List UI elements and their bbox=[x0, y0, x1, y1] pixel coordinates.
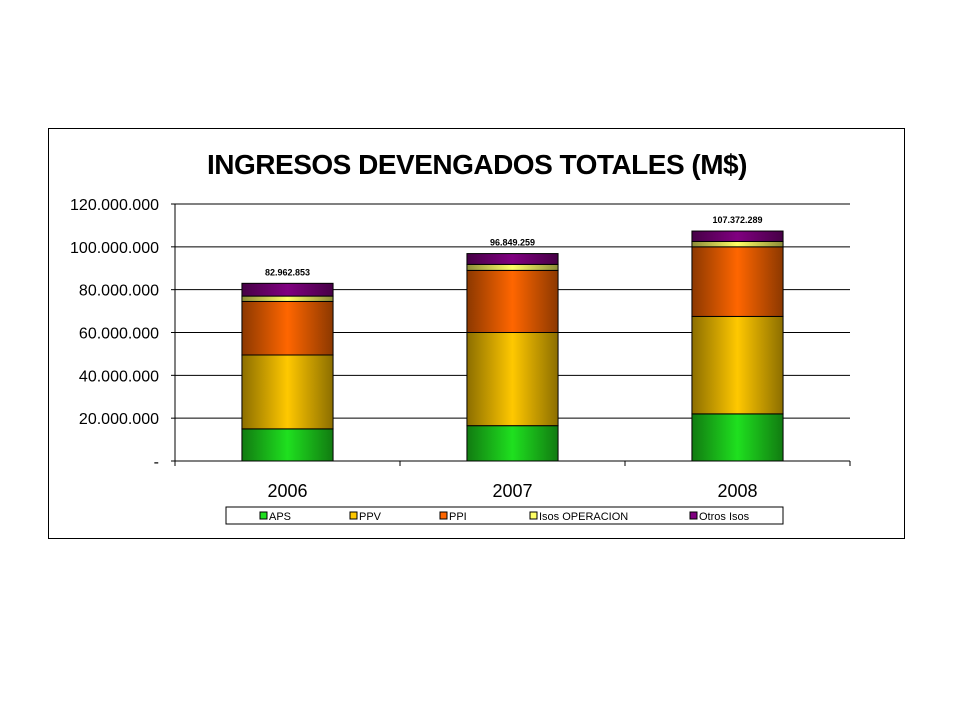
bar-segment-ppv bbox=[241, 354, 334, 430]
total-data-label: 82.962.853 bbox=[265, 267, 310, 277]
legend-label: PPI bbox=[449, 511, 467, 523]
chart-title: INGRESOS DEVENGADOS TOTALES (M$) bbox=[207, 149, 747, 180]
x-tick-label: 2008 bbox=[717, 481, 757, 501]
legend-swatch bbox=[349, 511, 358, 520]
total-data-label: 96.849.259 bbox=[490, 238, 535, 248]
bar-segment-otros-isos bbox=[466, 253, 559, 265]
bar-segment-ppv bbox=[691, 315, 784, 415]
y-tick-label: 60.000.000 bbox=[79, 326, 159, 343]
y-tick-label: 100.000.000 bbox=[70, 240, 159, 257]
legend-label: Otros Isos bbox=[699, 511, 750, 523]
legend-swatch bbox=[439, 511, 448, 520]
bars bbox=[241, 230, 784, 462]
bar-segment-aps bbox=[241, 428, 334, 462]
y-tick-label: 40.000.000 bbox=[79, 368, 159, 385]
bar-segment-ppv bbox=[466, 332, 559, 427]
total-data-label: 107.372.289 bbox=[712, 215, 762, 225]
total-labels: 82.962.853 96.849.259 107.372.289 bbox=[265, 215, 763, 277]
legend-label: PPV bbox=[359, 511, 382, 523]
axes bbox=[174, 204, 851, 466]
chart-frame: INGRESOS DEVENGADOS TOTALES (M$) - 20.000… bbox=[48, 128, 905, 539]
chart-canvas: INGRESOS DEVENGADOS TOTALES (M$) - 20.000… bbox=[70, 149, 851, 525]
bar-segment-ppi bbox=[691, 246, 784, 317]
bar-segment-ppi bbox=[241, 300, 334, 356]
legend-label: APS bbox=[269, 511, 291, 523]
x-tick-label: 2006 bbox=[267, 481, 307, 501]
y-tick-label: - bbox=[154, 454, 159, 471]
y-tick-label: 120.000.000 bbox=[70, 197, 159, 214]
bar-segment-otros-isos bbox=[241, 282, 334, 297]
y-tick-label: 20.000.000 bbox=[79, 411, 159, 428]
bar-segment-isos-operacion bbox=[691, 240, 784, 248]
bar-segment-aps bbox=[466, 425, 559, 462]
legend-box bbox=[225, 506, 784, 525]
legend: APS PPV PPI Isos OPERACION Otros Isos bbox=[225, 506, 784, 525]
legend-swatch bbox=[259, 511, 268, 520]
bar-segment-isos-operacion bbox=[241, 295, 334, 302]
y-axis-ticks: - 20.000.000 40.000.000 60.000.000 80.000.00… bbox=[70, 197, 175, 471]
bar-segment-aps bbox=[691, 413, 784, 462]
x-axis-ticks: 2006 2007 2008 bbox=[267, 481, 757, 501]
legend-label: Isos OPERACION bbox=[539, 511, 628, 523]
legend-swatch bbox=[529, 511, 538, 520]
x-tick-label: 2007 bbox=[492, 481, 532, 501]
y-tick-label: 80.000.000 bbox=[79, 283, 159, 300]
bar-segment-ppi bbox=[466, 269, 559, 333]
bar-segment-otros-isos bbox=[691, 230, 784, 242]
bar-segment-isos-operacion bbox=[466, 263, 559, 271]
legend-swatch bbox=[689, 511, 698, 520]
